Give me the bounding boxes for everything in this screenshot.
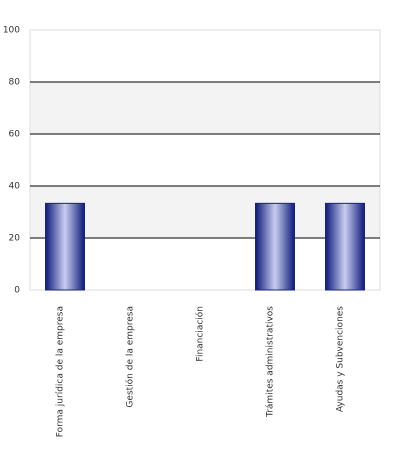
x-tick-label: Gestión de la empresa	[125, 306, 136, 408]
x-tick-label: Trámites administrativos	[266, 306, 276, 418]
bar	[325, 202, 365, 291]
y-tick-label: 20	[9, 234, 21, 244]
bar	[255, 202, 295, 291]
y-tick-label: 80	[9, 78, 21, 88]
grid-band	[30, 82, 380, 134]
plot-frame	[29, 29, 381, 291]
y-tick-label: 100	[3, 26, 20, 36]
y-tick-label: 60	[9, 130, 21, 140]
x-tick-label: Forma jurídica de la empresa	[56, 306, 66, 437]
y-tick-label: 40	[9, 182, 21, 192]
bar	[45, 202, 85, 291]
x-tick-label: Financiación	[195, 306, 206, 362]
grid-band	[30, 186, 380, 238]
x-tick-label: Ayudas y Subvenciones	[336, 306, 346, 412]
y-tick-label: 0	[14, 286, 20, 296]
